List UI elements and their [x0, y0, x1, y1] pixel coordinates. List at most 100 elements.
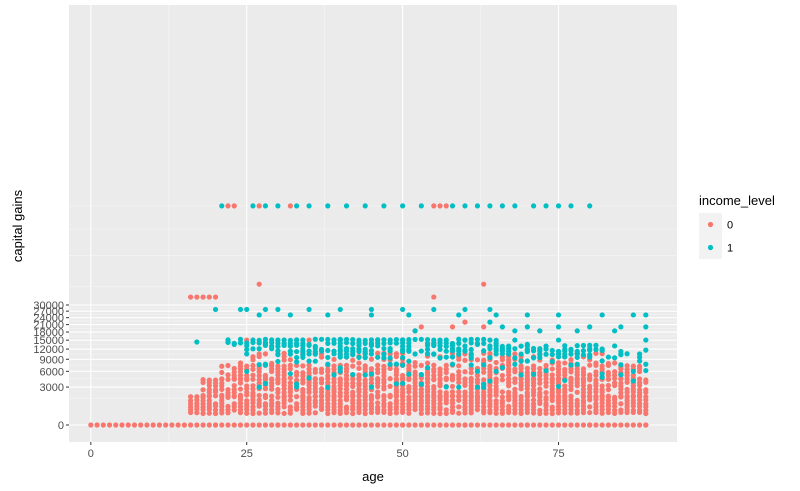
- point-1: [574, 348, 580, 355]
- point-0: [643, 387, 649, 393]
- point-0: [512, 376, 518, 382]
- point-1: [524, 324, 530, 330]
- point-0: [275, 386, 281, 393]
- point-0: [487, 350, 493, 357]
- point-1: [294, 381, 300, 387]
- point-0: [587, 404, 593, 410]
- point-1: [418, 203, 424, 209]
- point-1: [468, 346, 474, 353]
- point-0: [474, 357, 481, 363]
- point-0: [643, 407, 649, 413]
- point-1: [412, 328, 418, 334]
- point-0: [543, 422, 549, 428]
- point-0: [456, 404, 462, 410]
- point-1: [605, 354, 612, 360]
- point-0: [487, 363, 493, 369]
- point-0: [169, 422, 175, 428]
- point-1: [294, 203, 300, 209]
- point-0: [456, 372, 462, 379]
- point-1: [294, 342, 300, 348]
- point-0: [587, 372, 593, 378]
- point-0: [156, 422, 163, 428]
- point-0: [275, 394, 281, 400]
- point-1: [406, 312, 412, 318]
- point-0: [518, 400, 524, 406]
- point-0: [312, 422, 318, 428]
- point-0: [269, 393, 275, 399]
- point-0: [375, 422, 381, 428]
- point-0: [412, 400, 418, 407]
- point-0: [225, 386, 231, 393]
- point-0: [593, 422, 599, 428]
- point-0: [593, 369, 599, 375]
- point-0: [487, 407, 493, 413]
- point-1: [456, 348, 462, 354]
- point-1: [487, 203, 493, 209]
- point-0: [474, 372, 481, 379]
- point-0: [636, 407, 643, 413]
- point-1: [393, 361, 399, 367]
- point-0: [636, 363, 643, 369]
- point-0: [449, 404, 456, 410]
- point-0: [387, 401, 393, 407]
- point-0: [630, 393, 636, 399]
- point-0: [431, 373, 437, 379]
- point-1: [375, 354, 381, 360]
- point-1: [524, 312, 530, 318]
- point-1: [493, 351, 499, 357]
- point-1: [424, 342, 431, 348]
- point-0: [294, 369, 300, 376]
- point-0: [150, 422, 156, 428]
- point-1: [449, 203, 456, 209]
- point-0: [574, 407, 580, 413]
- legend-dot-0: [707, 221, 714, 228]
- point-0: [418, 324, 424, 330]
- point-0: [325, 422, 331, 428]
- point-0: [368, 366, 375, 372]
- point-0: [256, 392, 262, 399]
- point-1: [262, 380, 269, 387]
- point-0: [331, 422, 337, 428]
- point-0: [350, 410, 356, 417]
- point-0: [318, 376, 325, 382]
- point-1: [400, 380, 406, 387]
- point-1: [269, 343, 275, 349]
- point-1: [381, 355, 387, 361]
- point-0: [287, 404, 293, 410]
- legend-label-1: 1: [727, 243, 733, 255]
- point-0: [250, 390, 256, 396]
- point-0: [368, 400, 375, 407]
- point-1: [250, 203, 256, 209]
- point-1: [287, 337, 293, 343]
- point-1: [387, 348, 393, 354]
- point-0: [381, 373, 387, 379]
- point-0: [605, 393, 612, 399]
- point-0: [406, 422, 412, 428]
- point-0: [275, 363, 281, 369]
- y-tick-label: 12000: [33, 344, 64, 356]
- point-1: [337, 365, 343, 371]
- point-1: [499, 203, 505, 209]
- point-0: [636, 387, 643, 393]
- point-1: [300, 348, 306, 354]
- point-1: [643, 347, 649, 353]
- point-0: [468, 383, 474, 389]
- point-0: [281, 422, 287, 428]
- point-1: [306, 358, 312, 364]
- point-0: [281, 363, 287, 369]
- y-axis-title: capital gains: [10, 189, 25, 262]
- point-1: [412, 351, 418, 357]
- point-1: [368, 337, 375, 343]
- y-tick-label: 9000: [40, 354, 64, 366]
- point-0: [318, 397, 325, 404]
- y-tick-label: 3000: [40, 382, 64, 394]
- point-0: [493, 410, 499, 416]
- point-0: [113, 422, 119, 428]
- point-0: [599, 393, 605, 399]
- point-0: [212, 401, 219, 407]
- point-0: [612, 380, 618, 386]
- point-1: [530, 355, 537, 361]
- point-1: [568, 347, 574, 354]
- point-0: [418, 362, 424, 368]
- point-0: [580, 398, 587, 404]
